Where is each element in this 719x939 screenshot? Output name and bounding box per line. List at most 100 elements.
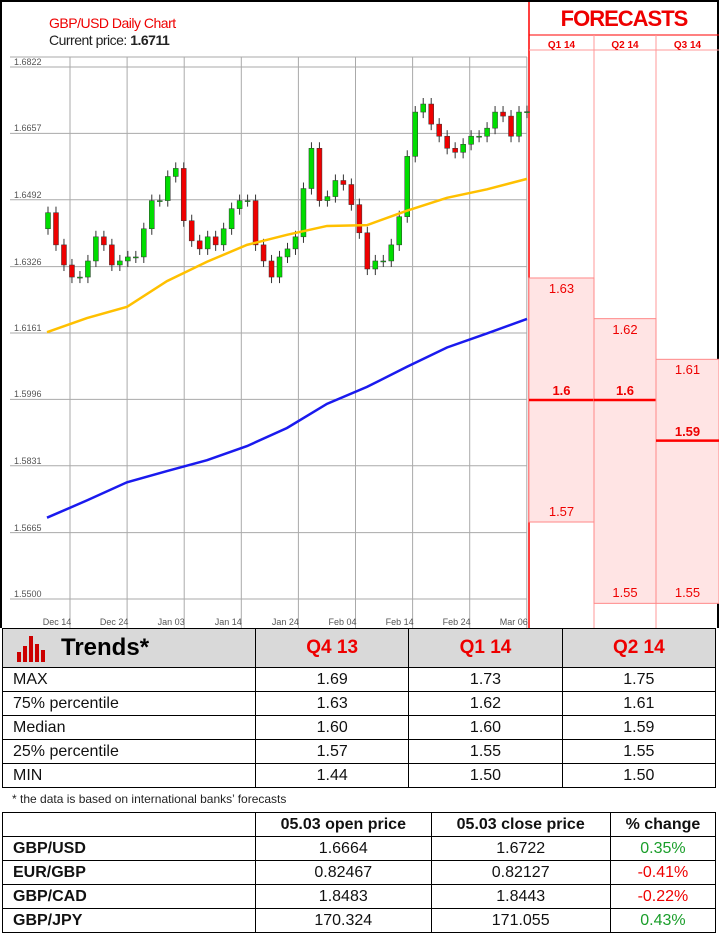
y-tick-label: 1.5831 bbox=[14, 455, 42, 466]
row-value: 1.55 bbox=[408, 739, 563, 764]
pair: GBP/JPY bbox=[2, 908, 256, 933]
row-value: 1.62 bbox=[408, 691, 563, 716]
row-value: 1.55 bbox=[561, 739, 717, 764]
percent-change: 0.43% bbox=[609, 908, 717, 933]
open-price: 1.6664 bbox=[255, 836, 432, 861]
row-value: 1.63 bbox=[254, 691, 410, 716]
trends-row: MAX 1.69 1.73 1.75 bbox=[2, 667, 717, 692]
candle-body bbox=[364, 232, 371, 270]
candle-body bbox=[316, 148, 323, 201]
candle-body bbox=[484, 127, 490, 137]
percent-change: -0.22% bbox=[609, 884, 717, 909]
forecast-col-q2: Q2 14 bbox=[611, 40, 639, 51]
candle-body bbox=[412, 111, 418, 157]
candle-body bbox=[332, 180, 339, 197]
forecast-median-label: 1.59 bbox=[674, 423, 701, 439]
row-value: 1.73 bbox=[408, 667, 563, 692]
forecast-median-label: 1.6 bbox=[552, 383, 571, 398]
candle-body bbox=[101, 236, 107, 246]
pair: GBP/CAD bbox=[2, 884, 256, 909]
row-value: 1.61 bbox=[561, 691, 717, 716]
pair: EUR/GBP bbox=[2, 860, 256, 885]
candle-body bbox=[356, 204, 363, 234]
candle-body bbox=[404, 156, 410, 217]
candle-body bbox=[220, 228, 227, 246]
trends-header-row: Trends* Q4 13 Q1 14 Q2 14 bbox=[2, 628, 717, 668]
forecast-low-label: 1.55 bbox=[612, 585, 638, 601]
candle-body bbox=[53, 212, 59, 246]
pair: GBP/USD bbox=[2, 836, 256, 861]
trends-col: Q1 14 bbox=[408, 628, 563, 668]
row-label: MIN bbox=[2, 763, 256, 788]
forecast-range-box bbox=[655, 358, 719, 604]
candle-body bbox=[252, 200, 259, 246]
prices-table: 05.03 open price 05.03 close price % cha… bbox=[2, 812, 717, 933]
forecast-high-label: 1.62 bbox=[612, 321, 638, 337]
row-label: 75% percentile bbox=[2, 691, 256, 716]
candle-body bbox=[444, 135, 450, 149]
x-tick-label: Mar 06 bbox=[499, 617, 528, 627]
y-tick-label: 1.5665 bbox=[14, 522, 42, 533]
price-row: GBP/USD 1.6664 1.6722 0.35% bbox=[2, 836, 717, 861]
candle-body bbox=[69, 264, 75, 278]
candle-body bbox=[77, 276, 83, 279]
candle-body bbox=[109, 244, 115, 266]
price-row: EUR/GBP 0.82467 0.82127 -0.41% bbox=[2, 860, 717, 885]
candle-body bbox=[292, 236, 299, 250]
candle-body bbox=[260, 244, 267, 262]
chart-title: GBP/USD Daily Chart bbox=[49, 15, 176, 31]
candle-body bbox=[340, 180, 347, 185]
trends-row: 75% percentile 1.63 1.62 1.61 bbox=[2, 691, 717, 716]
candle-body bbox=[45, 212, 51, 230]
candle-body bbox=[165, 176, 171, 201]
x-tick-label: Feb 24 bbox=[442, 617, 471, 627]
candle-body bbox=[133, 256, 139, 259]
row-label: Median bbox=[2, 715, 256, 740]
row-label: MAX bbox=[2, 667, 256, 692]
candle-body bbox=[524, 111, 530, 113]
row-value: 1.59 bbox=[561, 715, 717, 740]
candle-body bbox=[308, 148, 315, 189]
candle-body bbox=[276, 256, 283, 278]
candle-body bbox=[244, 200, 251, 202]
candle-body bbox=[125, 256, 131, 262]
x-tick-label: Feb 04 bbox=[328, 617, 357, 627]
candlestick-chart bbox=[10, 2, 719, 630]
y-tick-label: 1.5500 bbox=[14, 588, 42, 599]
trends-row: MIN 1.44 1.50 1.50 bbox=[2, 763, 717, 788]
open-price: 0.82467 bbox=[255, 860, 432, 885]
candle-body bbox=[396, 216, 403, 246]
candle-body bbox=[141, 228, 147, 258]
candle-body bbox=[149, 200, 155, 230]
footnote: * the data is based on international ban… bbox=[12, 792, 287, 806]
candle-body bbox=[388, 244, 395, 262]
candle-body bbox=[460, 144, 466, 153]
candle-body bbox=[204, 236, 211, 250]
current-price: Current price: 1.6711 bbox=[49, 32, 170, 48]
current-price-value: 1.6711 bbox=[130, 32, 170, 48]
candle-body bbox=[172, 168, 179, 177]
prices-col bbox=[2, 812, 256, 837]
moving-average-line bbox=[46, 177, 528, 334]
row-label: 25% percentile bbox=[2, 739, 256, 764]
x-tick-label: Jan 03 bbox=[157, 617, 185, 627]
candle-body bbox=[508, 115, 514, 137]
candle-body bbox=[324, 196, 331, 201]
close-price: 1.8443 bbox=[430, 884, 611, 909]
candle-body bbox=[372, 260, 379, 270]
candle-body bbox=[212, 236, 219, 246]
trends-row: Median 1.60 1.60 1.59 bbox=[2, 715, 717, 740]
candle-body bbox=[180, 168, 187, 221]
candle-body bbox=[428, 103, 434, 125]
candle-body bbox=[420, 103, 426, 113]
row-value: 1.69 bbox=[254, 667, 410, 692]
candle-body bbox=[93, 236, 99, 262]
forecasts-title: FORECASTS bbox=[560, 6, 689, 31]
trends-col: Q4 13 bbox=[254, 628, 410, 668]
forecast-low-label: 1.57 bbox=[548, 504, 575, 519]
row-value: 1.57 bbox=[254, 739, 410, 764]
moving-average-line bbox=[46, 317, 528, 519]
x-tick-label: Dec 24 bbox=[99, 617, 129, 627]
chart-panel: GBP/USD Daily Chart Current price: 1.671… bbox=[0, 0, 719, 630]
candle-body bbox=[348, 184, 355, 205]
